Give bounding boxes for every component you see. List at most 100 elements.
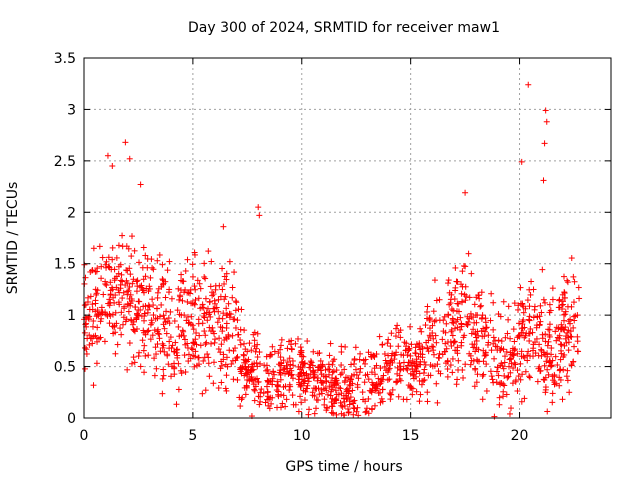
data-point — [303, 385, 310, 392]
data-point — [231, 269, 238, 276]
data-point — [511, 359, 518, 366]
data-point — [426, 325, 433, 332]
data-point — [416, 340, 423, 347]
data-point — [165, 315, 172, 322]
data-point — [332, 387, 339, 394]
data-point — [255, 379, 262, 386]
data-point — [286, 355, 293, 362]
data-point — [99, 309, 106, 316]
data-point — [424, 303, 431, 310]
data-point — [310, 369, 317, 376]
data-point — [232, 357, 239, 364]
data-point — [461, 332, 468, 339]
data-point — [168, 345, 175, 352]
data-point — [347, 382, 354, 389]
data-point — [175, 386, 182, 393]
data-point — [180, 278, 187, 285]
data-point — [220, 351, 227, 358]
data-point — [333, 367, 340, 374]
data-point — [297, 348, 304, 355]
data-point — [427, 333, 434, 340]
data-point — [153, 305, 160, 312]
data-point — [526, 337, 533, 344]
data-point — [204, 317, 211, 324]
data-point — [237, 326, 244, 333]
data-point — [509, 351, 516, 358]
data-point — [202, 295, 209, 302]
data-point — [161, 348, 168, 355]
data-point — [242, 357, 249, 364]
data-point — [127, 316, 134, 323]
data-point — [488, 347, 495, 354]
data-point — [363, 405, 370, 412]
data-point — [412, 349, 419, 356]
data-point — [560, 273, 567, 280]
data-point — [107, 287, 114, 294]
data-point — [568, 303, 575, 310]
data-point — [347, 376, 354, 383]
data-point — [566, 389, 573, 396]
data-point — [379, 398, 386, 405]
data-point — [542, 384, 549, 391]
data-point — [267, 394, 274, 401]
data-point — [124, 280, 131, 287]
data-point — [507, 335, 514, 342]
data-point — [479, 333, 486, 340]
data-point — [365, 395, 372, 402]
data-point — [142, 302, 149, 309]
data-point — [144, 255, 151, 262]
data-point — [360, 357, 367, 364]
data-point — [331, 396, 338, 403]
data-point — [575, 348, 582, 355]
data-point — [275, 388, 282, 395]
data-point — [232, 324, 239, 331]
data-point — [241, 352, 248, 359]
data-point — [196, 280, 203, 287]
y-tick-label: 1 — [67, 308, 76, 324]
data-point — [503, 391, 510, 398]
data-point — [174, 354, 181, 361]
data-point — [271, 348, 278, 355]
data-point — [130, 327, 137, 334]
data-point — [562, 335, 569, 342]
data-point — [86, 341, 93, 348]
data-point — [151, 372, 158, 379]
data-point — [245, 369, 252, 376]
data-point — [295, 363, 302, 370]
data-point — [570, 299, 577, 306]
data-point — [194, 277, 201, 284]
data-point — [545, 338, 552, 345]
data-point — [341, 377, 348, 384]
data-point — [487, 317, 494, 324]
data-point — [521, 395, 528, 402]
data-point — [490, 379, 497, 386]
data-point — [254, 363, 261, 370]
data-point — [450, 320, 457, 327]
data-point — [154, 294, 161, 301]
data-point — [168, 295, 175, 302]
data-point — [254, 330, 261, 337]
data-point — [253, 359, 260, 366]
data-point — [515, 373, 522, 380]
data-point — [200, 357, 207, 364]
data-point — [493, 379, 500, 386]
data-point — [246, 340, 253, 347]
data-point — [497, 313, 504, 320]
data-point — [531, 306, 538, 313]
data-point — [202, 332, 209, 339]
data-point — [463, 293, 470, 300]
data-point — [542, 389, 549, 396]
data-point — [195, 316, 202, 323]
data-point — [331, 356, 338, 363]
data-point — [223, 372, 230, 379]
data-point — [202, 275, 209, 282]
data-point — [124, 366, 131, 373]
data-point — [397, 377, 404, 384]
data-point — [107, 279, 114, 286]
data-point — [544, 342, 551, 349]
data-point — [528, 278, 535, 285]
data-point — [127, 300, 134, 307]
data-point — [171, 348, 178, 355]
data-point — [388, 391, 395, 398]
